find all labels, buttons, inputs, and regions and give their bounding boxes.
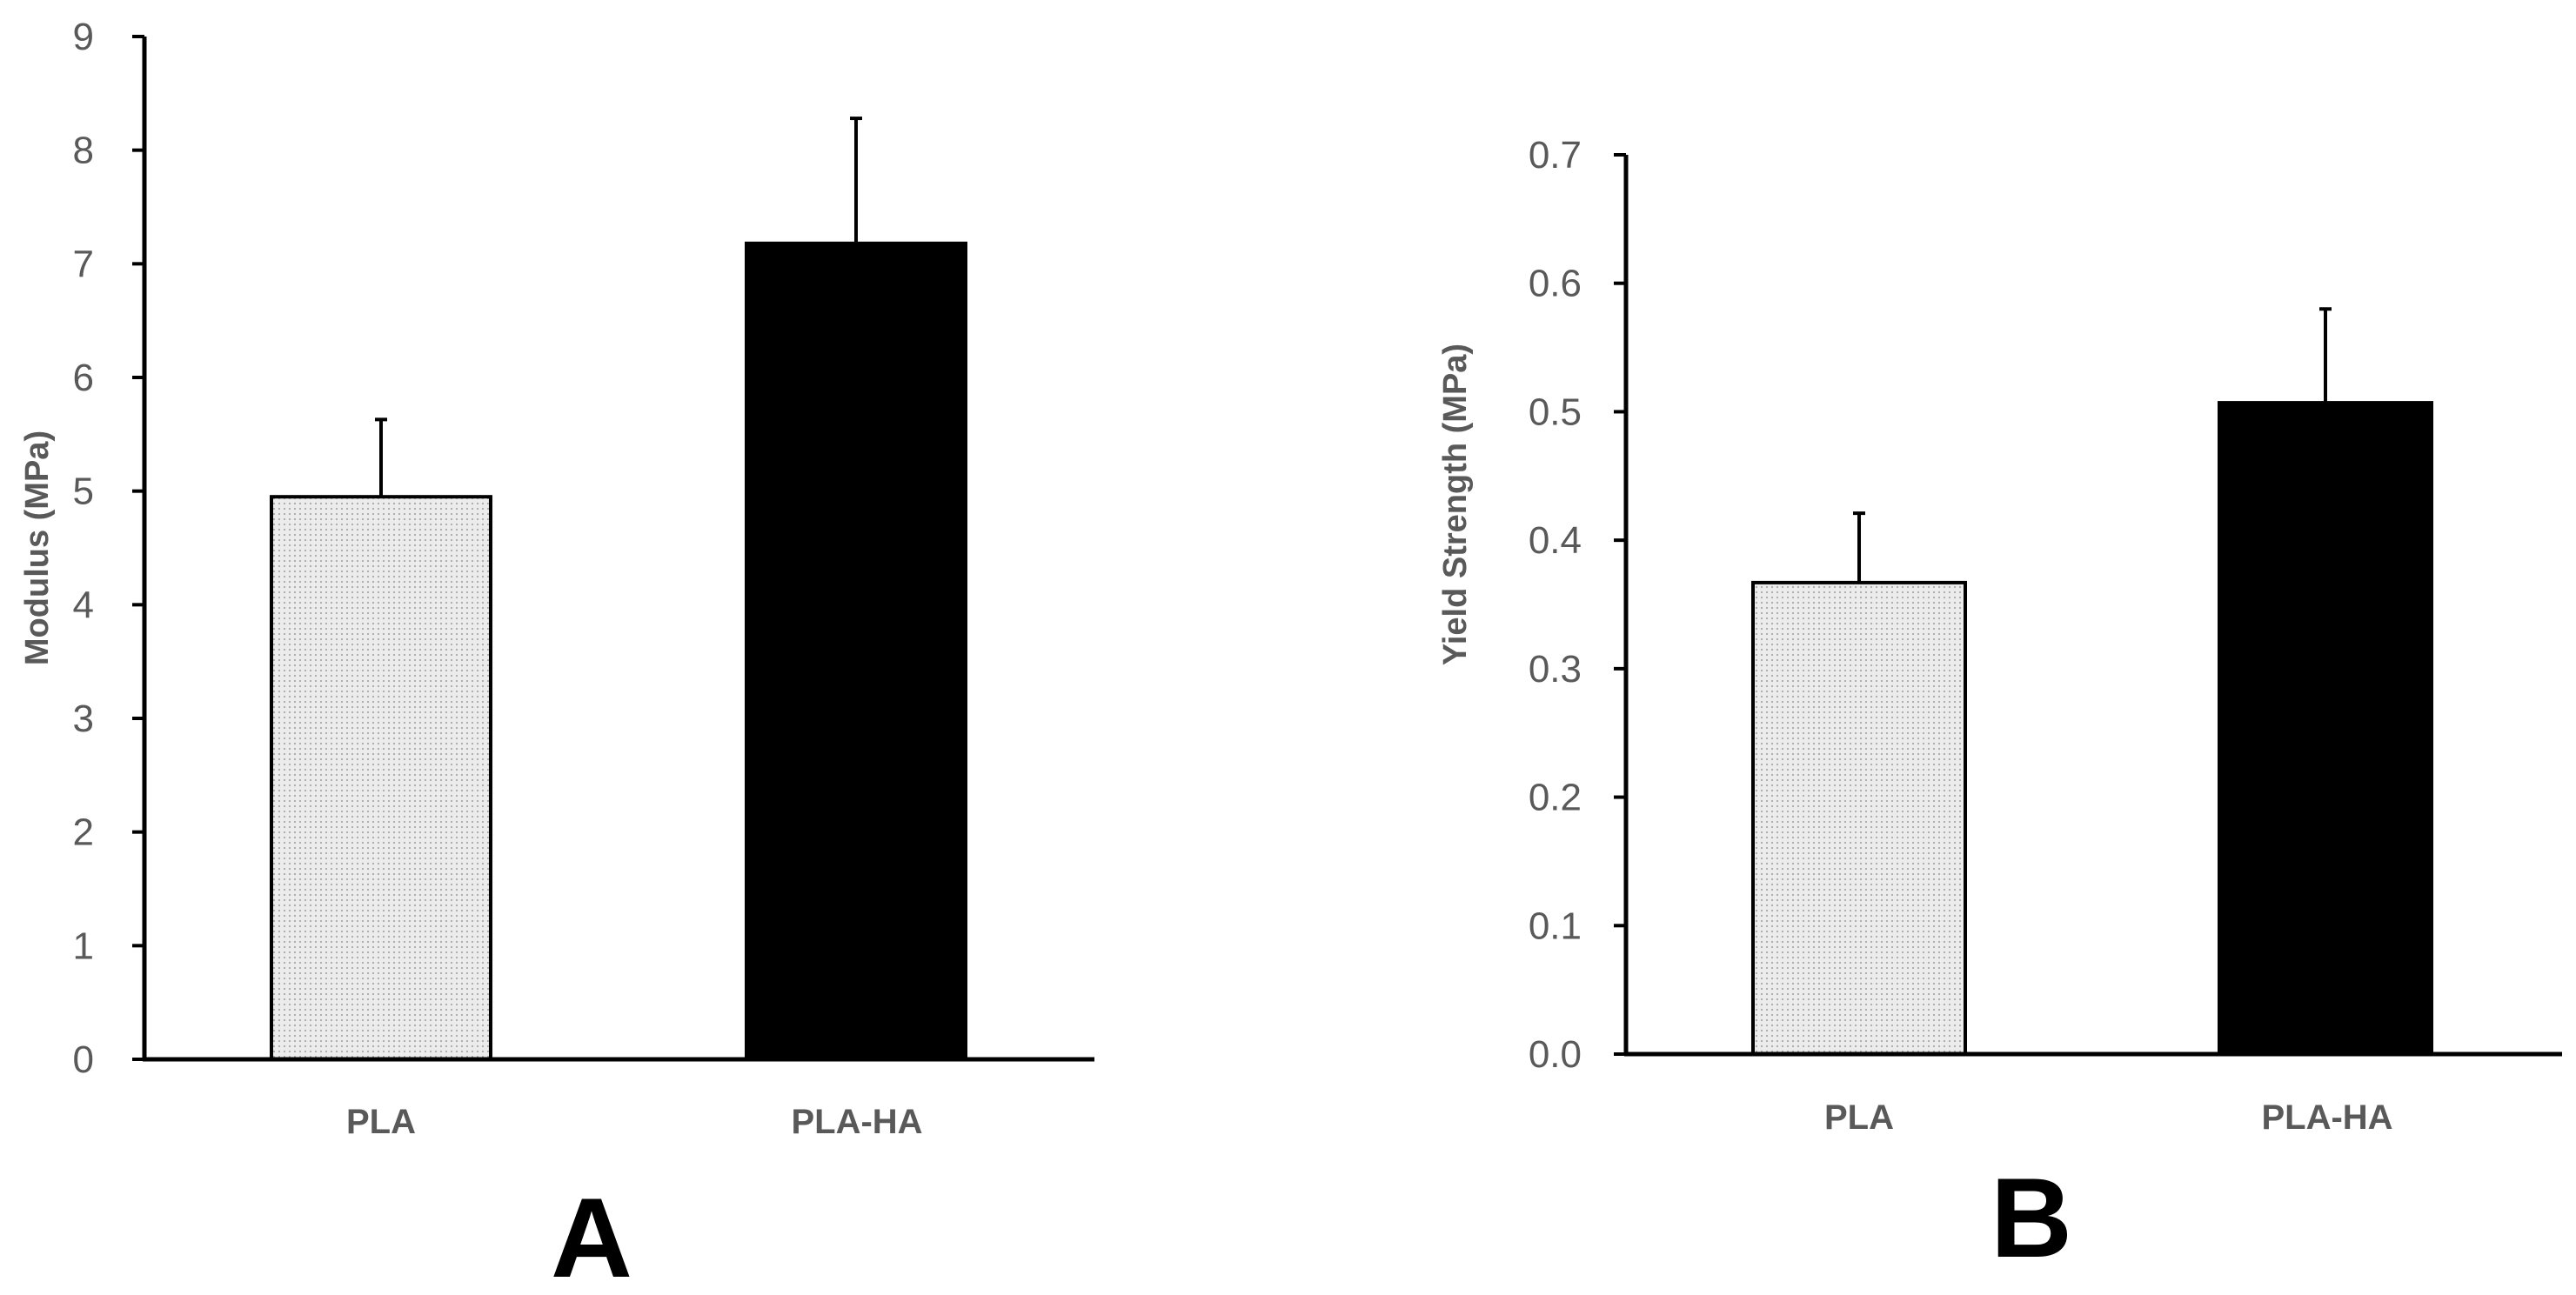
chart-a-ytick-label: 4	[73, 584, 94, 626]
chart-a-ytick-label: 6	[73, 357, 94, 399]
chart-a-ylabel: Modulus (MPa)	[19, 431, 56, 665]
chart-a-bars	[270, 241, 967, 1061]
chart-b-yticks: 0.0 0.1 0.2 0.3 0.4 0.5 0.6 0.7	[1529, 134, 1626, 1076]
chart-a-ytick-label: 8	[73, 130, 94, 172]
chart-a-ytick-label: 9	[73, 16, 94, 58]
chart-b-ytick-label: 0.6	[1529, 263, 1582, 305]
chart-b-bar	[1751, 580, 1967, 1056]
chart-a-ytick-label: 1	[73, 925, 94, 967]
chart-a-panel-label: A	[551, 1174, 632, 1295]
chart-a-ytick-label: 2	[73, 811, 94, 854]
chart-a-bar	[270, 495, 492, 1061]
chart-b-errorbars	[1853, 307, 2332, 583]
chart-b-ytick-label: 0.2	[1529, 777, 1582, 819]
chart-b-ytick-label: 0.7	[1529, 134, 1582, 177]
chart-a-xtick-label: PLA-HA	[791, 1103, 922, 1141]
chart-b-ylabel: Yield Strength (MPa)	[1437, 344, 1474, 665]
chart-b-panel-label: B	[1991, 1154, 2072, 1281]
chart-a: 0 1 2 3 4 5 6 7 8 9 PLA PLA-HA Modulus (MPa) A	[19, 16, 1094, 1295]
chart-b-ytick-label: 0.0	[1529, 1033, 1582, 1076]
chart-b-xtick-label: PLA-HA	[2261, 1098, 2392, 1137]
chart-a-bar	[745, 241, 967, 1061]
chart-a-ytick-label: 5	[73, 471, 94, 513]
chart-a-yticks: 0 1 2 3 4 5 6 7 8 9	[73, 16, 144, 1081]
chart-b-xtick-label: PLA	[1824, 1098, 1894, 1137]
chart-b-bar	[2218, 401, 2433, 1056]
chart-b-ytick-label: 0.3	[1529, 648, 1582, 691]
chart-b: 0.0 0.1 0.2 0.3 0.4 0.5 0.6 0.7 PLA PLA-HA Yiel…	[1437, 134, 2562, 1281]
chart-a-ytick-label: 3	[73, 698, 94, 740]
chart-a-ytick-label: 7	[73, 243, 94, 285]
chart-b-ytick-label: 0.5	[1529, 391, 1582, 433]
chart-a-ytick-label: 0	[73, 1038, 94, 1081]
chart-a-errorbars	[375, 117, 862, 497]
chart-b-ytick-label: 0.4	[1529, 519, 1582, 562]
chart-a-xtick-label: PLA	[346, 1103, 416, 1141]
chart-b-ytick-label: 0.1	[1529, 904, 1582, 947]
chart-b-bars	[1751, 401, 2433, 1056]
